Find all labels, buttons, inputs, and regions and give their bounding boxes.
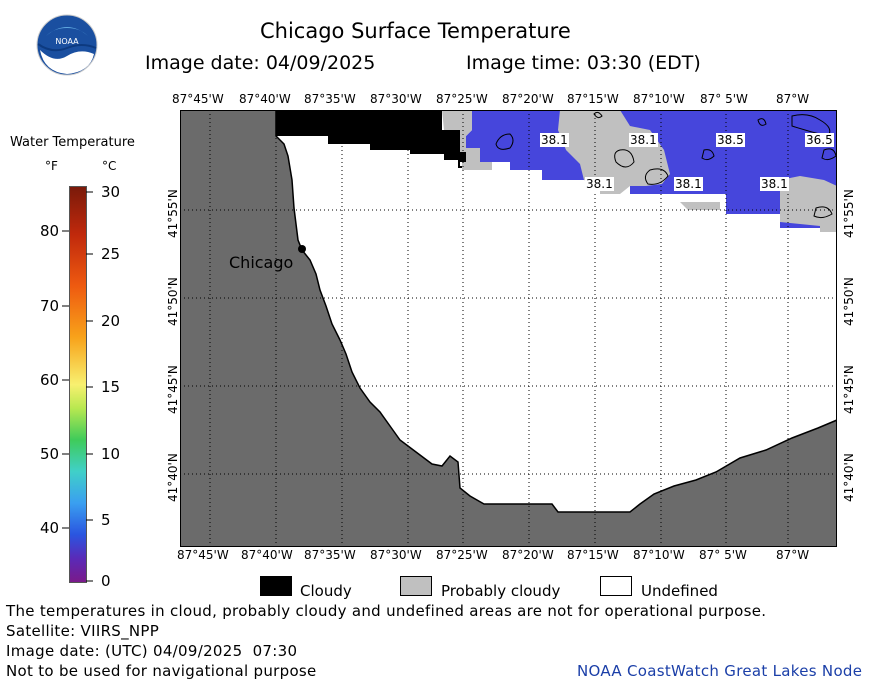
unit-fahrenheit: °F [45, 159, 58, 173]
f-tick: 80 [40, 222, 59, 240]
temperature-color-bar [69, 186, 87, 583]
satellite-text: Satellite: VIIRS_NPP [6, 622, 160, 640]
utc-date-text: Image date: (UTC) 04/09/2025 07:30 [6, 642, 298, 660]
f-tick: 50 [40, 445, 59, 463]
cloudy-area [276, 110, 466, 168]
city-label: Chicago [229, 253, 294, 272]
lon-label-bottom: 87°25'W [436, 548, 488, 562]
disclaimer-text: The temperatures in cloud, probably clou… [6, 602, 767, 620]
lon-label-top: 87°45'W [172, 92, 224, 106]
color-bar-ticks: 80 70 60 50 40 30 25 20 15 10 5 0 [40, 183, 120, 590]
temperature-label: 38.1 [674, 177, 703, 191]
c-tick: 15 [101, 378, 120, 396]
lon-label-top: 87°35'W [304, 92, 356, 106]
c-tick: 10 [101, 445, 120, 463]
temperature-label: 38.1 [585, 177, 614, 191]
lon-label-top: 87° 5'W [700, 92, 748, 106]
cloudy-swatch [260, 576, 292, 596]
temperature-label: 36.5 [805, 133, 834, 147]
temperature-label: 38.1 [629, 133, 658, 147]
lon-label-top: 87°30'W [370, 92, 422, 106]
c-tick: 25 [101, 245, 120, 263]
page-title: Chicago Surface Temperature [260, 19, 571, 43]
temperature-label: 38.1 [540, 133, 569, 147]
lon-label-top: 87°10'W [633, 92, 685, 106]
lon-label-top: 87°20'W [502, 92, 554, 106]
c-tick: 30 [101, 183, 120, 201]
probably-cloudy-swatch [400, 576, 432, 596]
lon-label-bottom: 87°45'W [177, 548, 229, 562]
cloudy-key-label: Cloudy [300, 582, 352, 600]
lat-label-right: 41°50'N [842, 277, 856, 326]
f-tick: 70 [40, 297, 59, 315]
undefined-swatch [600, 576, 632, 596]
noaa-logo: NOAA [36, 14, 98, 76]
f-tick: 40 [40, 519, 59, 537]
lon-label-bottom: 87° 5'W [699, 548, 747, 562]
svg-text:NOAA: NOAA [55, 37, 79, 46]
probably-cloudy-area [558, 110, 670, 194]
probably-cloudy-area [680, 202, 720, 210]
lon-label-bottom: 87°35'W [304, 548, 356, 562]
lat-label-left: 41°50'N [166, 277, 180, 326]
undefined-key-label: Undefined [641, 582, 718, 600]
probably-cloudy-area [780, 176, 837, 232]
chicago-marker [298, 245, 306, 253]
c-tick: 0 [101, 572, 111, 590]
lat-label-left: 41°40'N [166, 453, 180, 502]
image-time: Image time: 03:30 (EDT) [466, 52, 701, 74]
lon-label-top: 87°15'W [567, 92, 619, 106]
lon-label-top: 87°40'W [239, 92, 291, 106]
lon-label-bottom: 87°20'W [502, 548, 554, 562]
unit-celsius: °C [102, 159, 117, 173]
lat-label-right: 41°45'N [842, 365, 856, 414]
lon-label-bottom: 87°30'W [370, 548, 422, 562]
c-tick: 5 [101, 511, 111, 529]
navigation-warning: Not to be used for navigational purpose [6, 662, 317, 680]
lon-label-top: 87°25'W [436, 92, 488, 106]
credit-text: NOAA CoastWatch Great Lakes Node [577, 662, 863, 680]
lon-label-bottom: 87°40'W [241, 548, 293, 562]
map-panel [180, 110, 837, 547]
lat-label-left: 41°55'N [166, 189, 180, 238]
temperature-label: 38.1 [760, 177, 789, 191]
f-tick: 60 [40, 371, 59, 389]
lat-label-right: 41°55'N [842, 189, 856, 238]
probably-cloudy-key-label: Probably cloudy [441, 582, 561, 600]
legend-title: Water Temperature [10, 135, 135, 150]
temperature-label: 38.5 [716, 133, 745, 147]
c-tick: 20 [101, 312, 120, 330]
land-area [180, 110, 837, 547]
lon-label-top: 87°W [776, 92, 810, 106]
lon-label-bottom: 87°W [776, 548, 810, 562]
lon-label-bottom: 87°15'W [567, 548, 619, 562]
lat-label-left: 41°45'N [166, 365, 180, 414]
lat-label-right: 41°40'N [842, 453, 856, 502]
lon-label-bottom: 87°10'W [633, 548, 685, 562]
image-date: Image date: 04/09/2025 [145, 52, 376, 74]
